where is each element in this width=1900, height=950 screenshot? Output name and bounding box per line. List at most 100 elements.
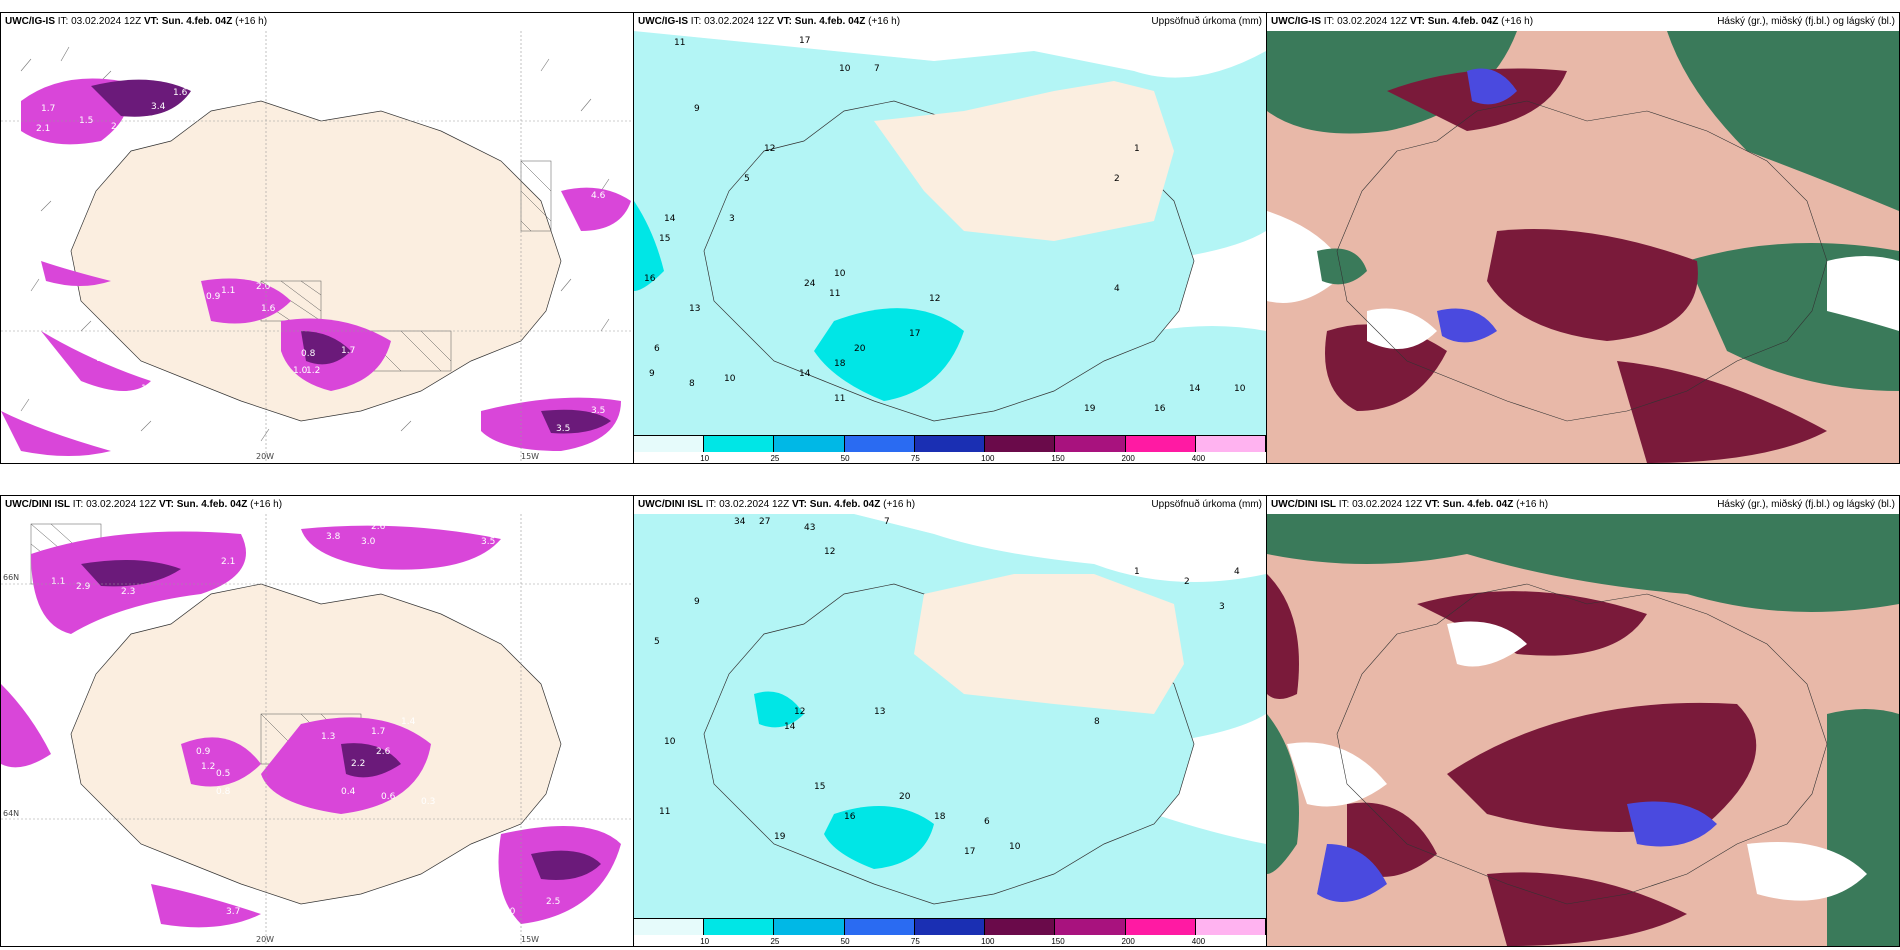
svg-text:17: 17 xyxy=(964,847,975,857)
svg-text:9: 9 xyxy=(694,597,700,607)
svg-text:3.8: 3.8 xyxy=(326,532,341,542)
svg-text:20: 20 xyxy=(899,792,911,802)
panel-ig-precip: UWC/IG-IS IT: 03.02.2024 12Z VT: Sun. 4.… xyxy=(633,12,1267,464)
lon-label-20w: 20W xyxy=(256,935,274,944)
svg-text:2.0: 2.0 xyxy=(111,122,126,132)
svg-text:0.8: 0.8 xyxy=(301,349,316,359)
model-name: UWC/DINI ISL xyxy=(1271,499,1336,510)
svg-text:20: 20 xyxy=(854,344,866,354)
svg-text:7: 7 xyxy=(874,64,880,74)
lon-label-15w: 15W xyxy=(521,935,539,944)
panel-ig-clouds: UWC/IG-IS IT: 03.02.2024 12Z VT: Sun. 4.… xyxy=(1266,12,1900,464)
svg-text:12: 12 xyxy=(794,707,805,717)
svg-text:5: 5 xyxy=(744,174,750,184)
precip-values: 11 17 9 12 10 7 14 15 16 24 10 11 12 13 … xyxy=(644,36,1246,414)
precip-values: 34 27 43 12 7 9 10 14 12 13 15 16 20 18 … xyxy=(654,517,1240,857)
svg-text:11: 11 xyxy=(674,38,685,48)
svg-text:2.2: 2.2 xyxy=(481,444,495,454)
lon-label-15w: 15W xyxy=(521,452,539,461)
panel-header: UWC/IG-IS IT: 03.02.2024 12Z VT: Sun. 4.… xyxy=(1271,15,1895,29)
svg-text:1.7: 1.7 xyxy=(341,346,355,356)
valid-time: VT: Sun. 4.feb. 04Z xyxy=(1409,16,1499,27)
map-snow-wind[interactable]: 1.7 2.1 1.5 2.0 3.4 1.6 0.9 1.1 2.0 1.6 … xyxy=(1,31,633,463)
svg-text:0.6: 0.6 xyxy=(381,792,396,802)
map-clouds[interactable] xyxy=(1267,514,1899,946)
svg-text:18: 18 xyxy=(834,359,846,369)
svg-text:4.6: 4.6 xyxy=(591,191,606,201)
svg-text:12: 12 xyxy=(764,144,775,154)
svg-text:3.0: 3.0 xyxy=(361,537,376,547)
svg-text:11: 11 xyxy=(834,394,845,404)
lead-time: (+16 h) xyxy=(235,16,268,27)
svg-text:1: 1 xyxy=(1134,567,1140,577)
svg-text:13: 13 xyxy=(874,707,885,717)
svg-text:19: 19 xyxy=(774,832,786,842)
svg-text:10: 10 xyxy=(839,64,851,74)
map-precipitation[interactable]: 11 17 9 12 10 7 14 15 16 24 10 11 12 13 … xyxy=(634,31,1266,435)
svg-text:17: 17 xyxy=(799,36,810,46)
svg-text:2.0: 2.0 xyxy=(501,907,516,917)
svg-text:4: 4 xyxy=(1234,567,1240,577)
snow-areas xyxy=(1,525,621,928)
model-name: UWC/IG-IS xyxy=(1271,16,1321,27)
svg-text:2.2: 2.2 xyxy=(351,759,365,769)
svg-text:6: 6 xyxy=(984,817,990,827)
svg-text:12: 12 xyxy=(824,547,835,557)
snow-areas xyxy=(1,78,631,456)
snow-values: 1.1 2.9 2.3 4.6 3.8 3.0 2.6 3.5 2.1 0.9 … xyxy=(51,522,560,917)
svg-text:10: 10 xyxy=(724,374,736,384)
svg-text:0.8: 0.8 xyxy=(216,787,231,797)
lead-time: (+16 h) xyxy=(883,499,916,510)
svg-text:2.5: 2.5 xyxy=(546,897,560,907)
colorbar: 1 10 25 50 75 100 150 200 400 xyxy=(634,918,1266,946)
iceland-land xyxy=(70,100,562,422)
svg-text:3.5: 3.5 xyxy=(556,424,570,434)
model-name: UWC/DINI ISL xyxy=(5,499,70,510)
iceland-coast xyxy=(1336,100,1828,422)
svg-text:16: 16 xyxy=(644,274,656,284)
valid-time: VT: Sun. 4.feb. 04Z xyxy=(158,499,248,510)
wind-barbs xyxy=(20,46,610,442)
init-time: IT: 03.02.2024 12Z xyxy=(72,499,157,510)
svg-text:1.2: 1.2 xyxy=(141,384,155,394)
model-name: UWC/DINI ISL xyxy=(638,499,703,510)
svg-text:1.7: 1.7 xyxy=(371,727,385,737)
field-title: Háský (gr.), miðský (fj.bl.) og lágský (… xyxy=(1717,16,1895,27)
init-time: IT: 03.02.2024 12Z xyxy=(1323,16,1408,27)
iceland-coast xyxy=(1336,583,1828,905)
map-precipitation[interactable]: 34 27 43 12 7 9 10 14 12 13 15 16 20 18 … xyxy=(634,514,1266,918)
svg-text:1.2: 1.2 xyxy=(306,366,320,376)
map-clouds[interactable] xyxy=(1267,31,1899,463)
svg-text:10: 10 xyxy=(1234,384,1246,394)
graticule xyxy=(1,31,633,463)
lat-label-64n: 64N xyxy=(3,809,19,818)
svg-text:1.6: 1.6 xyxy=(261,304,276,314)
model-name: UWC/IG-IS xyxy=(638,16,688,27)
panel-header: UWC/DINI ISL IT: 03.02.2024 12Z VT: Sun.… xyxy=(1271,498,1895,512)
lead-time: (+16 h) xyxy=(250,499,283,510)
svg-text:43: 43 xyxy=(804,523,815,533)
init-time: IT: 03.02.2024 12Z xyxy=(1338,499,1423,510)
svg-text:1.1: 1.1 xyxy=(51,577,65,587)
svg-text:10: 10 xyxy=(834,269,846,279)
svg-text:2.3: 2.3 xyxy=(71,419,85,429)
svg-text:4.6: 4.6 xyxy=(271,537,286,547)
valid-time: VT: Sun. 4.feb. 04Z xyxy=(1424,499,1514,510)
field-title: Uppsöfnuð úrkoma (mm) xyxy=(1151,499,1262,510)
svg-text:2.3: 2.3 xyxy=(121,587,135,597)
svg-text:19: 19 xyxy=(1084,404,1096,414)
svg-text:3.5: 3.5 xyxy=(481,537,495,547)
svg-text:3: 3 xyxy=(729,214,735,224)
svg-text:1.2: 1.2 xyxy=(201,762,215,772)
svg-text:27: 27 xyxy=(759,517,770,527)
svg-text:17: 17 xyxy=(909,329,920,339)
map-snow-wind[interactable]: 1.1 2.9 2.3 4.6 3.8 3.0 2.6 3.5 2.1 0.9 … xyxy=(1,514,633,946)
panel-header: UWC/IG-IS IT: 03.02.2024 12Z VT: Sun. 4.… xyxy=(638,15,1262,29)
svg-text:2: 2 xyxy=(1184,577,1190,587)
colorbar: 1 10 25 50 75 100 150 200 400 xyxy=(634,435,1266,463)
panel-header: UWC/DINI ISL IT: 03.02.2024 12Z VT: Sun.… xyxy=(5,498,629,512)
svg-text:12: 12 xyxy=(929,294,940,304)
svg-text:7: 7 xyxy=(884,517,890,527)
svg-text:16: 16 xyxy=(844,812,856,822)
svg-text:2.1: 2.1 xyxy=(36,124,50,134)
